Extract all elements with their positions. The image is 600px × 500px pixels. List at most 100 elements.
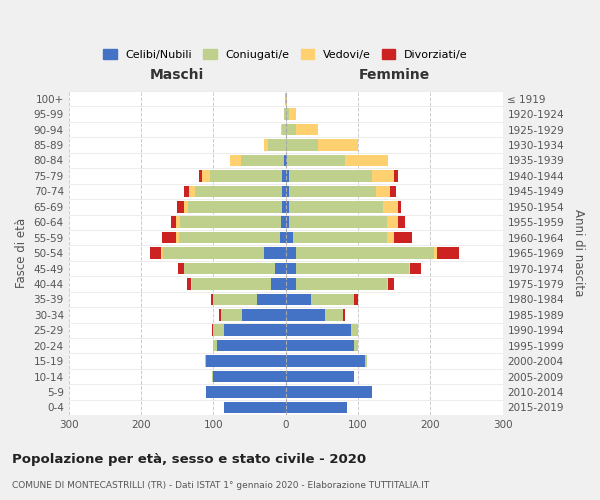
Bar	[398, 216, 405, 228]
Bar	[286, 386, 373, 398]
Y-axis label: Fasce di età: Fasce di età	[15, 218, 28, 288]
Bar	[151, 248, 161, 259]
Bar	[190, 186, 195, 197]
Bar	[264, 248, 286, 259]
Bar	[383, 201, 398, 212]
Bar	[391, 186, 396, 197]
Bar	[437, 248, 459, 259]
Text: Maschi: Maschi	[150, 68, 204, 82]
Bar	[296, 248, 434, 259]
Bar	[178, 262, 184, 274]
Bar	[286, 186, 289, 197]
Bar	[387, 278, 388, 289]
Bar	[206, 386, 286, 398]
Bar	[170, 216, 176, 228]
Bar	[202, 170, 209, 181]
Bar	[284, 154, 286, 166]
Bar	[179, 232, 280, 243]
Bar	[213, 294, 257, 305]
Bar	[289, 108, 296, 120]
Bar	[355, 294, 358, 305]
Bar	[241, 154, 284, 166]
Bar	[268, 140, 286, 151]
Bar	[282, 170, 286, 181]
Bar	[311, 294, 355, 305]
Bar	[224, 324, 286, 336]
Bar	[409, 262, 410, 274]
Bar	[410, 262, 421, 274]
Bar	[345, 154, 388, 166]
Bar	[282, 201, 286, 212]
Bar	[373, 170, 394, 181]
Bar	[387, 216, 398, 228]
Bar	[281, 124, 282, 136]
Bar	[212, 371, 213, 382]
Bar	[350, 324, 358, 336]
Bar	[188, 201, 282, 212]
Bar	[213, 371, 286, 382]
Bar	[286, 309, 325, 320]
Bar	[211, 294, 213, 305]
Bar	[289, 186, 376, 197]
Bar	[219, 309, 221, 320]
Bar	[284, 108, 286, 120]
Bar	[286, 93, 287, 104]
Bar	[394, 232, 412, 243]
Bar	[213, 324, 224, 336]
Bar	[376, 186, 391, 197]
Bar	[257, 294, 286, 305]
Bar	[191, 278, 271, 289]
Bar	[325, 309, 343, 320]
Bar	[289, 201, 383, 212]
Bar	[296, 124, 318, 136]
Bar	[212, 324, 213, 336]
Bar	[289, 170, 373, 181]
Text: Femmine: Femmine	[358, 68, 430, 82]
Legend: Celibi/Nubili, Coniugati/e, Vedovi/e, Divorziati/e: Celibi/Nubili, Coniugati/e, Vedovi/e, Di…	[99, 44, 472, 64]
Bar	[285, 93, 286, 104]
Text: Popolazione per età, sesso e stato civile - 2020: Popolazione per età, sesso e stato civil…	[12, 452, 366, 466]
Bar	[184, 186, 190, 197]
Bar	[221, 309, 242, 320]
Bar	[286, 216, 289, 228]
Bar	[318, 140, 358, 151]
Bar	[434, 248, 437, 259]
Bar	[355, 340, 358, 351]
Bar	[296, 262, 409, 274]
Bar	[230, 154, 241, 166]
Bar	[286, 108, 289, 120]
Bar	[286, 340, 355, 351]
Bar	[184, 262, 275, 274]
Bar	[286, 356, 365, 367]
Bar	[187, 278, 191, 289]
Bar	[365, 356, 367, 367]
Bar	[286, 154, 287, 166]
Bar	[286, 170, 289, 181]
Bar	[286, 124, 296, 136]
Bar	[289, 216, 387, 228]
Bar	[296, 278, 387, 289]
Bar	[176, 216, 180, 228]
Bar	[286, 232, 293, 243]
Bar	[286, 294, 311, 305]
Bar	[286, 262, 296, 274]
Bar	[398, 201, 401, 212]
Bar	[282, 186, 286, 197]
Bar	[282, 124, 286, 136]
Bar	[206, 356, 286, 367]
Bar	[176, 232, 179, 243]
Bar	[242, 309, 286, 320]
Bar	[286, 248, 296, 259]
Bar	[394, 170, 398, 181]
Bar	[205, 356, 206, 367]
Bar	[213, 340, 217, 351]
Bar	[271, 278, 286, 289]
Bar	[199, 170, 202, 181]
Bar	[163, 248, 264, 259]
Bar	[388, 278, 394, 289]
Bar	[161, 248, 163, 259]
Y-axis label: Anni di nascita: Anni di nascita	[572, 210, 585, 297]
Bar	[280, 232, 286, 243]
Bar	[177, 201, 184, 212]
Bar	[180, 216, 281, 228]
